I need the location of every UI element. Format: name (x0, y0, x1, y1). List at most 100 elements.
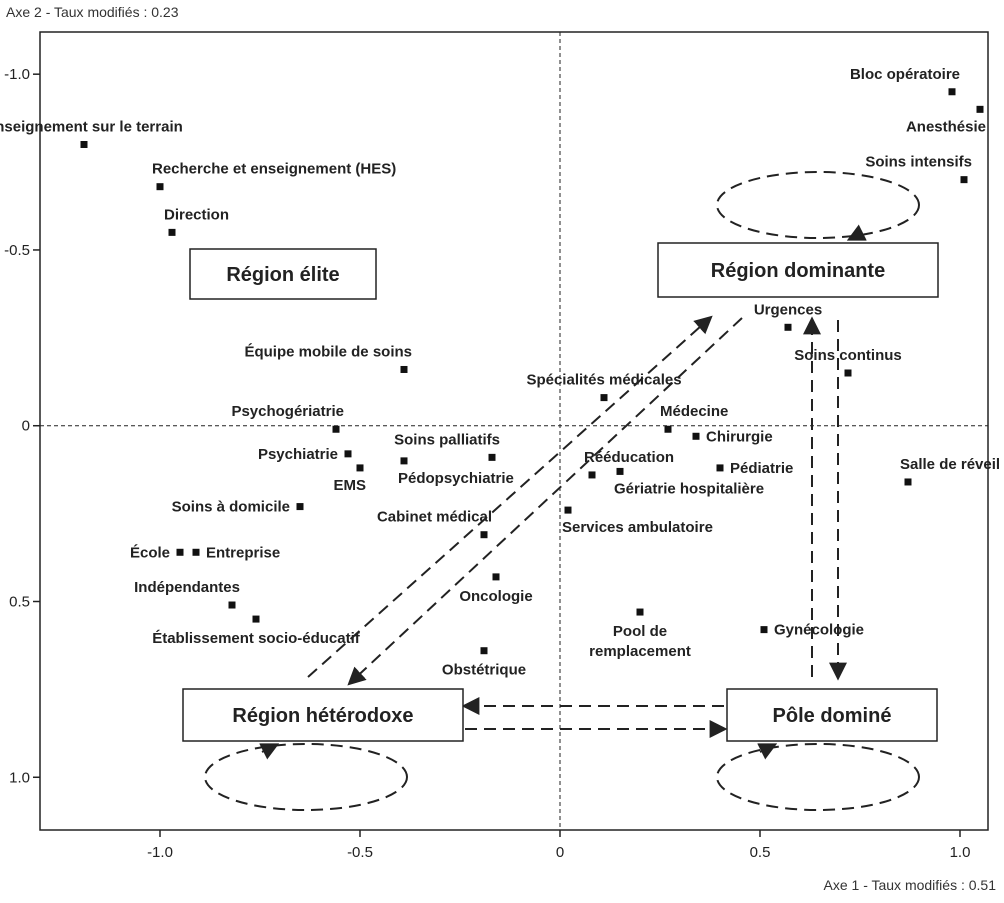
point-marker (356, 464, 364, 472)
point-marker (716, 464, 724, 472)
point-marker (176, 548, 184, 556)
point-marker (976, 105, 984, 113)
point-marker (480, 647, 488, 655)
axis-ticks: -1.0 -0.5 0 0.5 1.0 -1.0 -0.5 0 0.5 1.0 (4, 66, 970, 861)
point-marker (332, 425, 340, 433)
y-tick-label: -0.5 (4, 242, 30, 259)
point-label: Obstétrique (442, 662, 526, 679)
point-label: Pool de remplacement (589, 623, 691, 660)
data-point: Soins à domicile (172, 499, 304, 516)
data-point: EMS (333, 464, 366, 494)
point-label: EMS (333, 477, 366, 494)
data-point: Médecine (660, 403, 728, 433)
point-marker (480, 531, 488, 539)
arrow-heterodoxe-to-dominante (307, 315, 713, 678)
circular-flow-domine (716, 743, 920, 811)
point-label: Oncologie (459, 588, 532, 605)
data-point: Équipe mobile de soins (244, 343, 412, 373)
region-domine-label: Pôle dominé (773, 705, 892, 727)
data-point: Salle de réveil (900, 456, 1000, 486)
point-marker (228, 601, 236, 609)
data-point: Gériatrie hospitalière (614, 467, 764, 497)
y-axis-caption: Axe 2 - Taux modifiés : 0.23 (6, 4, 179, 20)
point-label: Recherche et enseignement (HES) (152, 161, 396, 178)
point-marker (760, 626, 768, 634)
data-point: Chirurgie (692, 428, 773, 445)
point-marker (400, 365, 408, 373)
point-label: Soins à domicile (172, 499, 290, 516)
region-dominante: Région dominante (657, 242, 939, 298)
point-marker (400, 457, 408, 465)
x-tick-label: 1.0 (950, 844, 971, 861)
data-point: Bloc opératoire (850, 66, 960, 96)
point-label: Gynécologie (774, 622, 864, 639)
data-point: Obstétrique (442, 647, 526, 679)
point-label: Spécialités médicales (526, 372, 681, 389)
point-label: Psychiatrie (258, 446, 338, 463)
data-point: École (130, 544, 184, 561)
region-heterodoxe: Région hétérodoxe (182, 688, 464, 742)
region-elite-label: Région élite (226, 264, 339, 286)
point-label: Cabinet médical (377, 509, 492, 526)
point-label: Pédiatrie (730, 460, 793, 477)
point-marker (784, 323, 792, 331)
point-label: Établissement socio-éducatif (152, 630, 361, 647)
plot-frame (39, 31, 989, 831)
point-marker (168, 228, 176, 236)
point-marker (844, 369, 852, 377)
data-point: Services ambulatoire (562, 506, 713, 536)
point-label: Soins palliatifs (394, 431, 500, 448)
point-label: Équipe mobile de soins (244, 343, 412, 360)
point-marker (252, 615, 260, 623)
data-point: Soins intensifs (865, 154, 972, 184)
zero-lines (40, 32, 988, 830)
point-marker (488, 453, 496, 461)
point-label: Urgences (754, 301, 822, 318)
data-point: Recherche et enseignement (HES) (152, 161, 396, 191)
x-tick-label: 0.5 (750, 844, 771, 861)
data-point: Indépendantes (134, 579, 240, 609)
point-label: École (130, 544, 170, 561)
point-label: Direction (164, 206, 229, 223)
point-marker (344, 450, 352, 458)
data-point: Psychogériatrie (231, 403, 344, 433)
data-point: Pédopsychiatrie (398, 457, 514, 487)
data-point: Psychiatrie (258, 446, 352, 463)
data-point: Pool de remplacement (589, 608, 691, 660)
data-point: Enseignement sur le terrain (0, 118, 183, 148)
point-label: Enseignement sur le terrain (0, 118, 183, 135)
point-marker (156, 183, 164, 191)
point-marker (564, 506, 572, 514)
data-point: Gynécologie (760, 622, 864, 639)
x-tick-label: -0.5 (347, 844, 373, 861)
region-dominante-label: Région dominante (711, 260, 885, 282)
point-marker (600, 394, 608, 402)
data-point: Établissement socio-éducatif (152, 615, 361, 647)
region-elite: Région élite (189, 248, 377, 300)
point-marker (616, 467, 624, 475)
y-tick-label: 0 (22, 418, 30, 435)
data-point: Pédiatrie (716, 460, 793, 477)
data-point: Soins continus (794, 347, 902, 377)
point-label: Soins continus (794, 347, 902, 364)
point-marker (664, 425, 672, 433)
y-tick-label: 0.5 (9, 593, 30, 610)
region-heterodoxe-label: Région hétérodoxe (232, 705, 413, 727)
arrow-dominante-to-heterodoxe (347, 317, 743, 686)
point-label: Anesthésie (906, 118, 986, 135)
point-marker (904, 478, 912, 486)
flow-arrows (307, 315, 847, 738)
x-tick-label: 0 (556, 844, 564, 861)
point-marker (588, 471, 596, 479)
point-label: Soins intensifs (865, 154, 972, 171)
point-label: Chirurgie (706, 428, 773, 445)
point-marker (948, 88, 956, 96)
y-tick-label: -1.0 (4, 66, 30, 83)
data-point: Spécialités médicales (526, 372, 682, 402)
point-marker (296, 503, 304, 511)
data-point: Anesthésie (906, 105, 986, 135)
data-points: Bloc opératoire Anesthésie Soins intensifs… (0, 66, 1000, 679)
x-axis-caption: Axe 1 - Taux modifiés : 0.51 (824, 877, 997, 893)
x-tick-label: -1.0 (147, 844, 173, 861)
